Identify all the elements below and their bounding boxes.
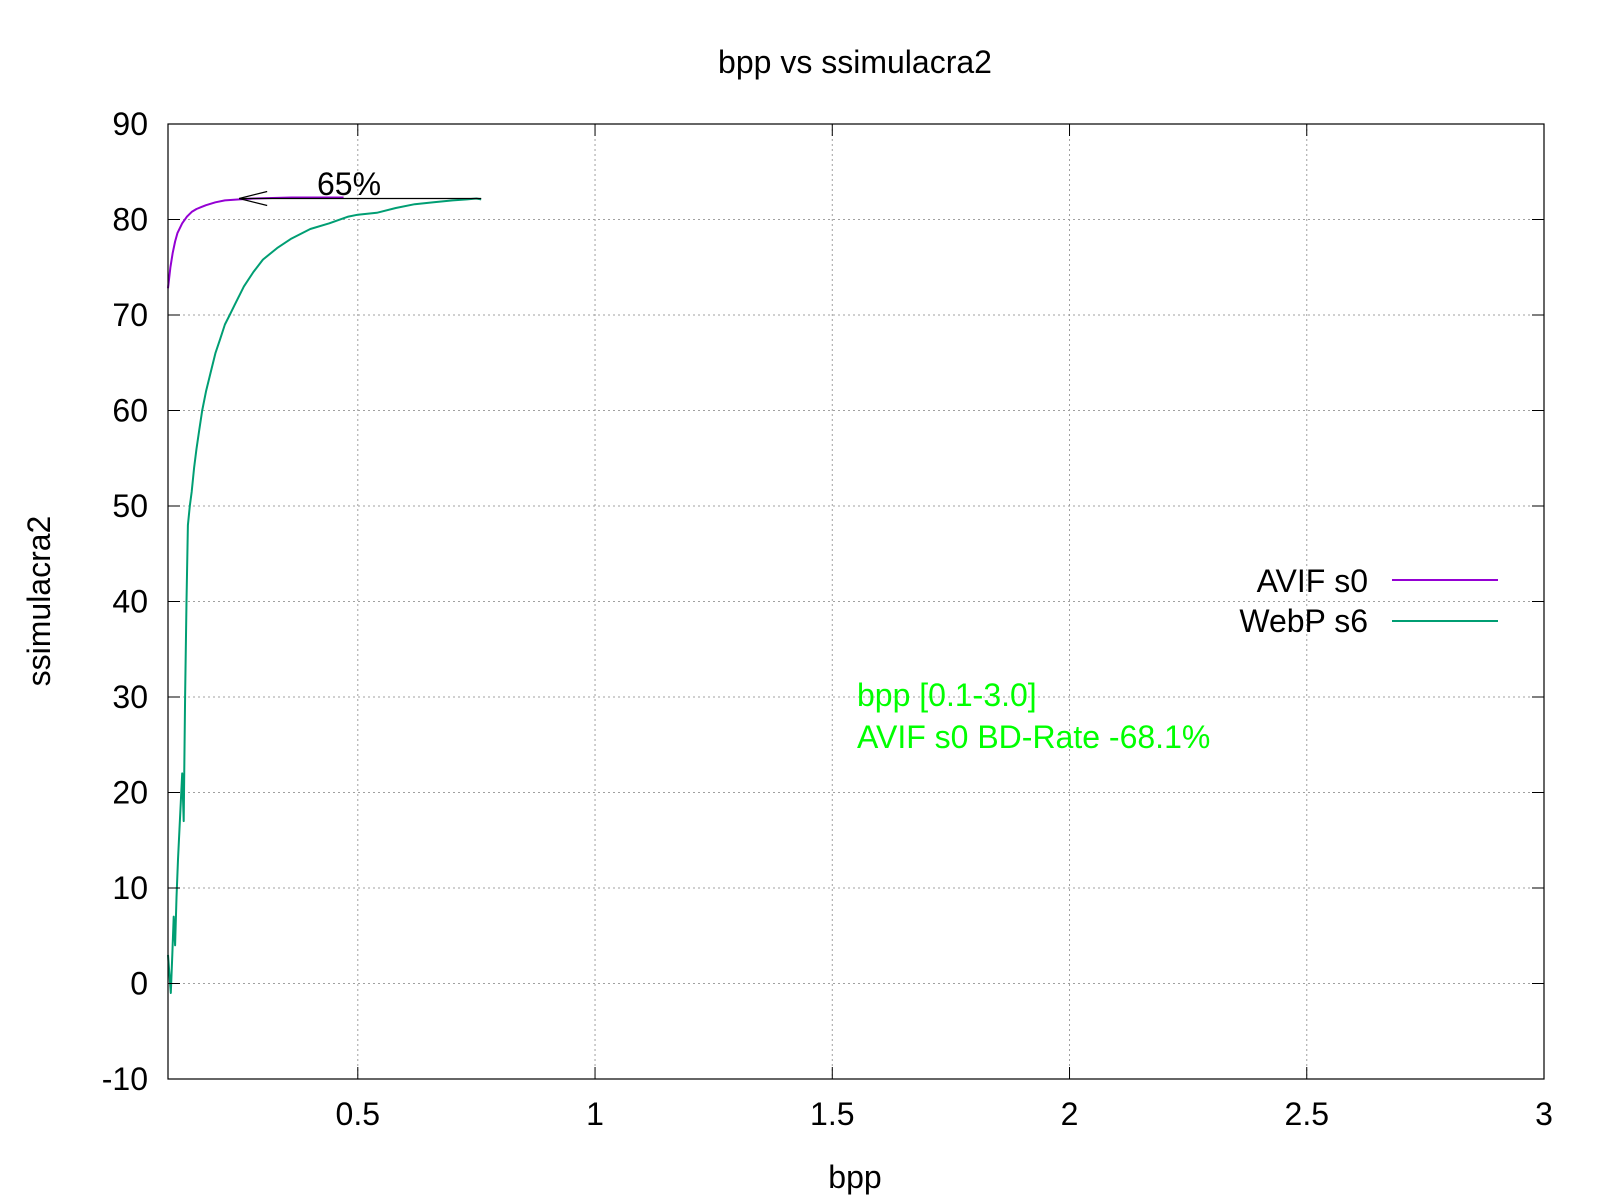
y-tick-label: 90 [112,106,148,142]
y-axis-label: ssimulacra2 [21,516,57,687]
annotation-group: 65% bpp [0.1-3.0] AVIF s0 BD-Rate -68.1% [239,166,1210,755]
y-tick-label: 20 [112,775,148,811]
x-tick-label: 1 [586,1096,604,1132]
x-tick-label: 2 [1061,1096,1079,1132]
series-group [167,196,482,994]
arrow-label: 65% [317,166,381,202]
x-tick-label: 2.5 [1285,1096,1329,1132]
y-tick-label: 50 [112,488,148,524]
x-axis-label: bpp [828,1159,881,1195]
grid [168,124,1544,1079]
chart-title: bpp vs ssimulacra2 [718,44,992,80]
legend-label-webp: WebP s6 [1239,603,1368,639]
ticks: -10 0 10 20 30 40 50 60 70 80 90 0.5 1 1.5 2 2.5 3 [102,106,1553,1132]
y-tick-label: 0 [130,966,148,1002]
x-tick-label: 1.5 [810,1096,854,1132]
x-tick-label: 0.5 [336,1096,380,1132]
y-tick-label: 30 [112,679,148,715]
series-line-1 [167,197,482,994]
y-tick-label: 60 [112,393,148,429]
x-tick-label: 3 [1535,1096,1553,1132]
y-tick-label: 80 [112,202,148,238]
arrow-head [239,190,268,207]
bd-rate-value-label: AVIF s0 BD-Rate -68.1% [857,719,1210,755]
legend-label-avif: AVIF s0 [1257,563,1368,599]
y-tick-label: 40 [112,584,148,620]
y-tick-label: -10 [102,1061,148,1097]
legend: AVIF s0 WebP s6 [1239,563,1498,639]
bd-rate-range-label: bpp [0.1-3.0] [857,677,1037,713]
y-tick-label: 10 [112,870,148,906]
series-line-0 [167,196,344,289]
y-tick-label: 70 [112,297,148,333]
